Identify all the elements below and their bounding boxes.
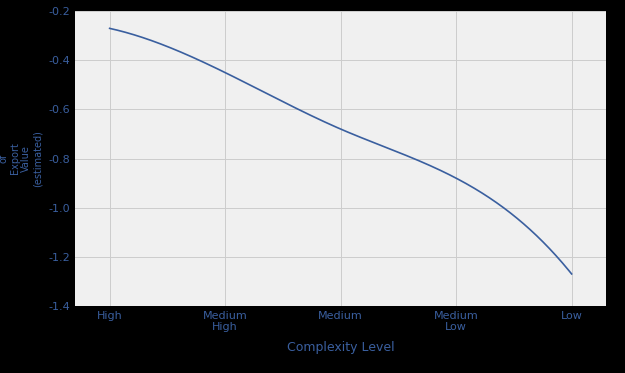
Y-axis label: Exchange
Rate
Elasticity
of
Export
Value
(estimated): Exchange Rate Elasticity of Export Value… [0, 130, 43, 187]
X-axis label: Complexity Level: Complexity Level [287, 341, 394, 354]
